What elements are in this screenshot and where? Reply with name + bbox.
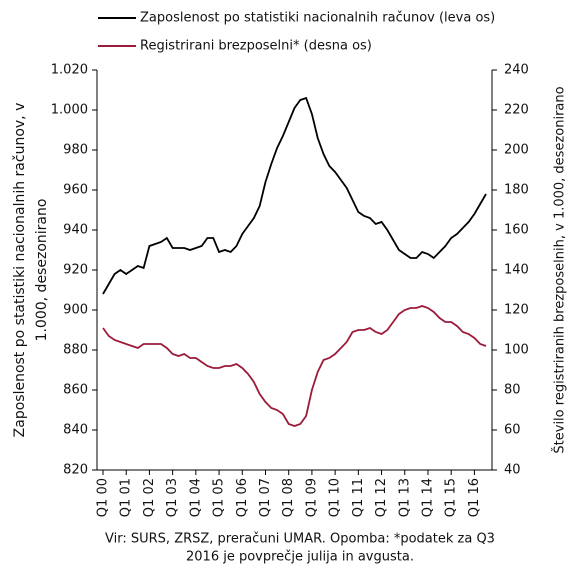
y-tick-label: 940 xyxy=(63,223,88,238)
y2-tick-label: 120 xyxy=(504,303,529,318)
y2-tick-label: 140 xyxy=(504,263,529,278)
series-line xyxy=(102,96,487,295)
y-tick-label: 1.020 xyxy=(51,63,88,78)
legend-label: Zaposlenost po statistiki nacionalnih ra… xyxy=(140,11,495,26)
y-tick-label: 920 xyxy=(63,263,88,278)
y-tick-label: 860 xyxy=(63,383,88,398)
legend-label: Registrirani brezposelni* (desna os) xyxy=(140,39,372,54)
y-axis-label: Zaposlenost po statistiki nacionalnih ra… xyxy=(12,103,28,438)
x-tick-label: Q1 01 xyxy=(119,478,134,517)
y2-tick-label: 60 xyxy=(504,423,521,438)
y2-tick-label: 40 xyxy=(504,463,521,478)
x-tick-label: Q1 10 xyxy=(328,478,343,517)
y-tick-label: 1.000 xyxy=(51,103,88,118)
y-tick-label: 820 xyxy=(63,463,88,478)
x-tick-label: Q1 04 xyxy=(188,478,203,517)
x-tick-label: Q1 05 xyxy=(212,478,227,517)
y-tick-label: 840 xyxy=(63,423,88,438)
note: 2016 je povprečje julija in avgusta. xyxy=(186,550,414,565)
y2-tick-label: 80 xyxy=(504,383,521,398)
x-tick-label: Q1 16 xyxy=(467,478,482,517)
y2-tick-label: 200 xyxy=(504,143,529,158)
x-tick-label: Q1 03 xyxy=(165,478,180,517)
series-line xyxy=(102,305,487,427)
x-tick-label: Q1 00 xyxy=(96,478,111,517)
y-axis-label: 1.000, desezonirano xyxy=(34,199,50,342)
x-tick-label: Q1 12 xyxy=(374,478,389,517)
note: Vir: SURS, ZRSZ, preračuni UMAR. Opomba:… xyxy=(105,532,495,547)
y2-tick-label: 240 xyxy=(504,63,529,78)
x-tick-label: Q1 14 xyxy=(420,478,435,517)
x-tick-label: Q1 09 xyxy=(304,478,319,517)
y-tick-label: 960 xyxy=(63,183,88,198)
x-tick-label: Q1 02 xyxy=(142,478,157,517)
y2-tick-label: 180 xyxy=(504,183,529,198)
x-tick-label: Q1 15 xyxy=(444,478,459,517)
y2-tick-label: 220 xyxy=(504,103,529,118)
x-tick-label: Q1 08 xyxy=(281,478,296,517)
x-tick-label: Q1 07 xyxy=(258,478,273,517)
y-tick-label: 880 xyxy=(63,343,88,358)
y2-tick-label: 160 xyxy=(504,223,529,238)
x-tick-label: Q1 13 xyxy=(397,478,412,517)
y2-tick-label: 100 xyxy=(504,343,529,358)
y-tick-label: 900 xyxy=(63,303,88,318)
y-tick-label: 980 xyxy=(63,143,88,158)
x-tick-label: Q1 11 xyxy=(351,478,366,517)
y2-axis-label: Število registriranih brezposelnih, v 1.… xyxy=(552,86,568,453)
x-tick-label: Q1 06 xyxy=(235,478,250,517)
